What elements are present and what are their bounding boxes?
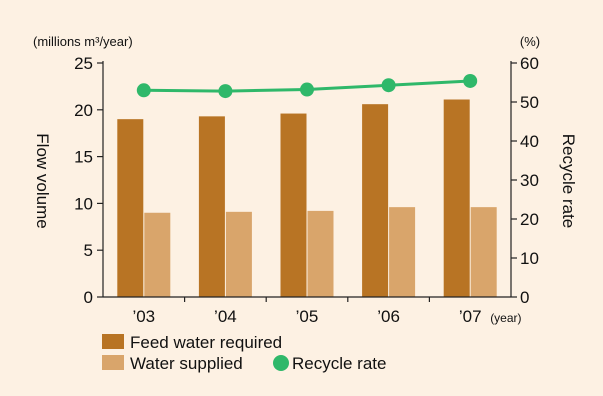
bar-feed-water-2 (280, 113, 307, 297)
bar-water-supplied-2 (307, 210, 334, 297)
x-tick-label-3: ’06 (377, 307, 400, 326)
right-tick-label-10: 10 (520, 249, 539, 268)
legend-label-feed-water: Feed water required (130, 333, 282, 352)
bar-feed-water-1 (198, 116, 225, 298)
legend-swatch-feed-water (102, 334, 124, 349)
recycle-rate-point-1 (218, 84, 233, 99)
left-axis-unit: (millions m³/year) (33, 34, 133, 49)
left-tick-label-5: 5 (84, 241, 93, 260)
left-tick-label-0: 0 (84, 288, 93, 307)
bar-water-supplied-3 (389, 207, 416, 297)
bar-feed-water-4 (443, 99, 470, 297)
right-tick-label-60: 60 (520, 54, 539, 73)
left-tick-label-15: 15 (74, 148, 93, 167)
x-tick-label-1: ’04 (214, 307, 237, 326)
right-axis-label: Recycle rate (559, 134, 578, 228)
legend-swatch-water-supplied (102, 355, 124, 370)
legend-swatch-recycle-rate (273, 355, 289, 371)
x-tick-label-0: ’03 (132, 307, 155, 326)
legend-label-water-supplied: Water supplied (130, 354, 243, 373)
left-tick-label-10: 10 (74, 194, 93, 213)
x-tick-label-4: ’07 (459, 307, 482, 326)
x-tick-label-2: ’05 (296, 307, 319, 326)
legend-label-recycle-rate: Recycle rate (292, 354, 386, 373)
recycle-rate-point-0 (136, 83, 151, 98)
recycle-rate-point-2 (300, 82, 314, 97)
bar-feed-water-0 (117, 119, 144, 297)
bar-water-supplied-4 (470, 207, 497, 297)
right-tick-label-50: 50 (520, 93, 539, 112)
left-tick-label-20: 20 (74, 101, 93, 120)
left-axis-label: Flow volume (33, 133, 52, 228)
x-axis-unit: (year) (490, 311, 521, 325)
right-tick-label-0: 0 (520, 288, 529, 307)
bar-water-supplied-0 (144, 212, 171, 297)
right-tick-label-30: 30 (520, 171, 539, 190)
bar-water-supplied-1 (225, 211, 252, 297)
right-tick-label-20: 20 (520, 210, 539, 229)
right-tick-label-40: 40 (520, 132, 539, 151)
bar-feed-water-3 (362, 104, 389, 298)
recycle-rate-point-4 (463, 73, 478, 88)
left-tick-label-25: 25 (74, 54, 93, 73)
right-axis-unit: (%) (520, 34, 540, 49)
recycle-rate-point-3 (381, 78, 396, 93)
